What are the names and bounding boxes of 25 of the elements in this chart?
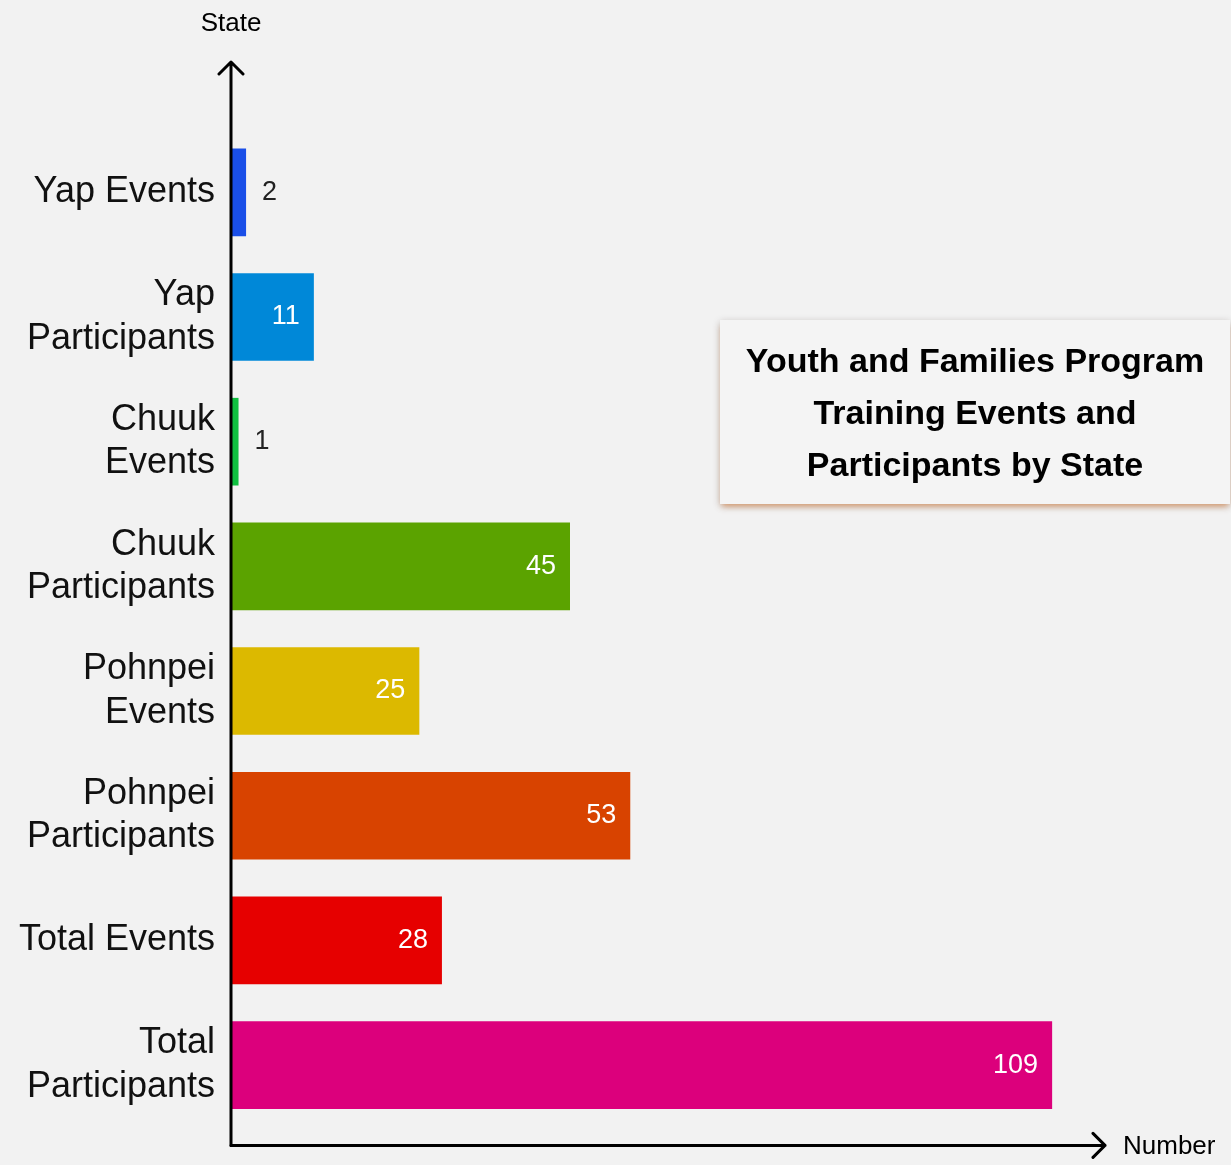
y-tick-label: Pohnpei Participants — [26, 771, 215, 856]
bar — [231, 522, 570, 611]
data-label: 1 — [254, 425, 270, 456]
data-label: 45 — [525, 549, 556, 580]
y-axis-title: State — [200, 7, 262, 38]
data-label: 25 — [375, 674, 406, 705]
y-tick-label: Total Participants — [26, 1020, 215, 1105]
y-tick-label: Yap Participants — [26, 272, 215, 357]
bar — [231, 1021, 1053, 1109]
y-tick-label: Total Events — [18, 917, 215, 959]
data-label: 11 — [271, 300, 300, 331]
bar — [231, 647, 420, 735]
data-label: 53 — [586, 799, 617, 830]
x-axis-title: Number — [1123, 1129, 1216, 1160]
y-tick-label: Chuuk Participants — [26, 521, 216, 606]
data-label: 28 — [397, 923, 428, 954]
y-tick-label: Chuuk Events — [104, 397, 216, 482]
data-label: 109 — [993, 1048, 1039, 1079]
bar — [231, 273, 314, 361]
bar — [231, 896, 442, 985]
text: Youth and Families Program Training Events and Participants by State — [720, 320, 1230, 504]
y-tick-label: Pohnpei Events — [82, 646, 215, 731]
y-tick-label: Yap Events — [33, 169, 215, 211]
data-label: 2 — [262, 175, 278, 206]
bar — [231, 771, 631, 860]
